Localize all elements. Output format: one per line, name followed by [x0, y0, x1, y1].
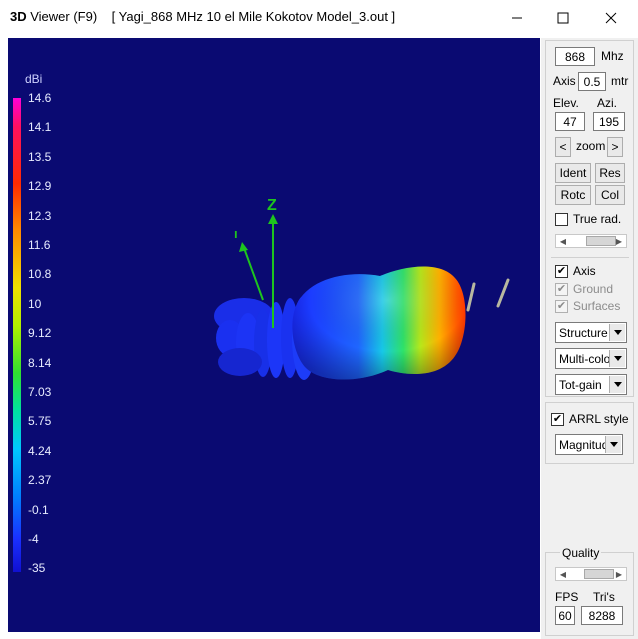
scale-tick-label: 4.24	[28, 443, 52, 458]
ident-button[interactable]: Ident	[555, 163, 591, 183]
z-axis-label: Z	[267, 197, 277, 214]
scale-tick-label: 14.6	[28, 91, 52, 105]
magnitude-dropdown-value: Magnitude	[559, 437, 616, 452]
rotc-button[interactable]: Rotc	[555, 185, 591, 205]
zoom-out-button[interactable]: <	[555, 137, 571, 157]
scale-tick-label: 8.14	[28, 355, 52, 370]
maximize-icon	[557, 12, 569, 24]
surfaces-check-box: ✔	[555, 299, 568, 313]
scale-tick-label: -4	[28, 532, 39, 546]
view-settings-group	[545, 40, 634, 397]
color-mode-dropdown[interactable]: Multi-color	[555, 348, 627, 369]
scale-tick-label: 10	[28, 296, 42, 311]
axis-checkbox[interactable]: ✔ Axis	[555, 264, 596, 278]
arrl-style-checkbox[interactable]: ✔ ARRL style	[551, 412, 629, 426]
slider-left-arrow-icon[interactable]: ◀	[559, 236, 567, 246]
close-button[interactable]	[588, 0, 634, 36]
true-rad-label: True rad.	[573, 212, 622, 226]
gain-dropdown[interactable]: Tot-gain	[555, 374, 627, 395]
col-button[interactable]: Col	[595, 185, 625, 205]
zoom-label: zoom	[576, 139, 606, 153]
quality-right-arrow-icon[interactable]: ▶	[615, 569, 623, 579]
fps-label: FPS	[555, 590, 579, 604]
ground-checkbox: ✔ Ground	[555, 282, 613, 296]
color-scale-bar	[13, 98, 21, 572]
scale-unit-label: dBi	[25, 72, 43, 86]
3d-viewport[interactable]: Z ı dBi 14.6 14.1 13.5 12.9 12.3 11.6 10.8 10 9.…	[8, 38, 540, 632]
chevron-down-icon[interactable]	[605, 436, 621, 453]
tris-label: Tri's	[593, 590, 615, 604]
scale-tick-label: 12.9	[28, 179, 52, 194]
title-bar: 3D Viewer (F9) [ Yagi_868 MHz 10 el Mile…	[0, 0, 638, 36]
scale-tick-label: 12.3	[28, 208, 52, 223]
quality-left-arrow-icon[interactable]: ◀	[559, 569, 567, 579]
slider-right-arrow-icon[interactable]: ▶	[615, 236, 623, 246]
true-rad-box[interactable]	[555, 212, 568, 226]
fps-value: 60	[555, 606, 575, 625]
scale-tick-label: 9.12	[28, 326, 52, 341]
scale-tick-label: 5.75	[28, 414, 52, 429]
scale-tick-label: -35	[28, 561, 46, 576]
axis-length-unit: mtr	[611, 74, 629, 88]
chevron-down-icon[interactable]	[609, 350, 625, 367]
window-title: 3D Viewer (F9) [ Yagi_868 MHz 10 el Mile…	[10, 9, 395, 24]
azimuth-label: Azi.	[597, 96, 618, 110]
control-panel: 868 Mhz Axis 0.5 mtr Elev. Azi. 47 195 <…	[541, 38, 638, 639]
quality-slider[interactable]: ◀ ▶	[555, 567, 627, 581]
scale-tick-label: 10.8	[28, 267, 52, 282]
radiation-pattern-scene: Z ı	[214, 197, 510, 380]
gain-dropdown-value: Tot-gain	[559, 377, 602, 392]
antenna-elements	[466, 278, 510, 312]
maximize-button[interactable]	[540, 0, 586, 36]
axis-check-box[interactable]: ✔	[555, 264, 568, 278]
surfaces-check-label: Surfaces	[573, 299, 621, 313]
document-title: [ Yagi_868 MHz 10 el Mile Kokotov Model_…	[111, 9, 396, 24]
elevation-label: Elev.	[553, 96, 579, 110]
magnitude-dropdown[interactable]: Magnitude	[555, 434, 623, 455]
chevron-down-icon[interactable]	[609, 324, 625, 341]
arrl-check-box[interactable]: ✔	[551, 412, 564, 426]
minimize-icon	[512, 17, 522, 19]
axis-length-label: Axis	[553, 74, 576, 88]
scale-tick-label: 7.03	[28, 385, 52, 399]
structure-dropdown[interactable]: Structure	[555, 322, 627, 343]
view-slider[interactable]: ◀ ▶	[555, 234, 627, 248]
app-name-prefix: 3D	[10, 9, 27, 24]
quality-label: Quality	[560, 546, 602, 560]
true-rad-checkbox[interactable]: True rad.	[555, 212, 621, 226]
scale-tick-label: 14.1	[28, 120, 52, 135]
azimuth-field[interactable]: 195	[593, 112, 625, 131]
app-name: Viewer (F9)	[26, 9, 98, 24]
ground-check-box: ✔	[555, 282, 568, 296]
minimize-button[interactable]	[494, 0, 540, 36]
scale-tick-label: 2.37	[28, 473, 52, 488]
elevation-field[interactable]: 47	[555, 112, 585, 131]
surfaces-checkbox: ✔ Surfaces	[555, 299, 620, 313]
y-axis-label: ı	[234, 226, 238, 241]
axis-arrows	[239, 214, 278, 328]
zoom-in-button[interactable]: >	[607, 137, 623, 157]
quality-slider-thumb[interactable]	[584, 569, 614, 579]
frequency-field[interactable]: 868	[555, 47, 595, 66]
scale-tick-label: 11.6	[28, 238, 51, 252]
color-mode-dropdown-value: Multi-color	[559, 351, 615, 366]
slider-thumb[interactable]	[586, 236, 616, 246]
close-icon	[605, 12, 617, 24]
arrl-check-label: ARRL style	[569, 412, 629, 426]
arrl-group	[545, 402, 634, 464]
ground-check-label: Ground	[573, 282, 614, 296]
color-scale-ticks: 14.6 14.1 13.5 12.9 12.3 11.6 10.8 10 9.12 8.14 7.…	[28, 91, 88, 581]
divider	[551, 257, 629, 258]
axis-check-label: Axis	[573, 264, 596, 278]
res-button[interactable]: Res	[595, 163, 625, 183]
scale-tick-label: -0.1	[28, 502, 49, 517]
scale-tick-label: 13.5	[28, 149, 52, 164]
tris-value: 8288	[581, 606, 623, 625]
axis-length-field[interactable]: 0.5	[578, 72, 606, 91]
frequency-unit: Mhz	[601, 49, 624, 63]
chevron-down-icon[interactable]	[609, 376, 625, 393]
structure-dropdown-value: Structure	[559, 325, 608, 340]
